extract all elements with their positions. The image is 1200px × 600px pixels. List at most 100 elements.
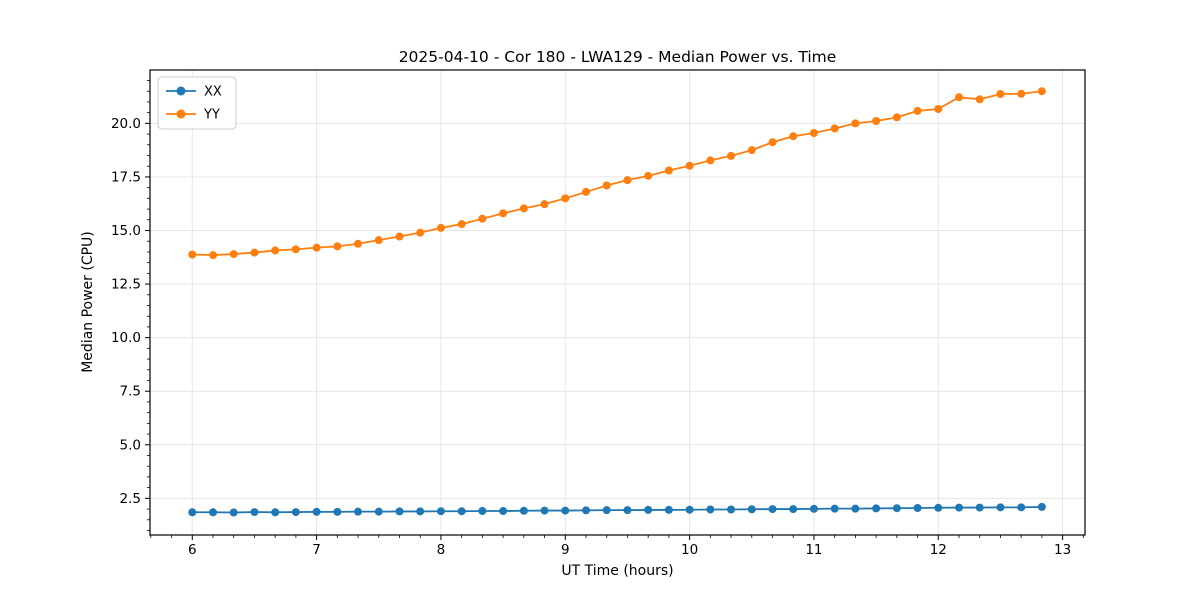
series-marker-yy bbox=[872, 117, 881, 125]
series-marker-xx bbox=[975, 503, 984, 512]
series-marker-yy bbox=[312, 243, 321, 252]
series-marker-xx bbox=[582, 506, 591, 515]
series-marker-yy bbox=[209, 251, 218, 260]
series-marker-xx bbox=[229, 508, 238, 517]
series-marker-xx bbox=[457, 507, 466, 516]
chart-title: 2025-04-10 - Cor 180 - LWA129 - Median P… bbox=[398, 48, 837, 66]
legend-box bbox=[157, 76, 237, 130]
series-marker-xx bbox=[747, 505, 756, 514]
y-tick-label: 20.0 bbox=[111, 116, 141, 132]
x-tick-label: 10 bbox=[681, 542, 698, 558]
series-marker-xx bbox=[1017, 503, 1026, 512]
series-marker-xx bbox=[602, 506, 611, 515]
x-tick-label: 11 bbox=[805, 542, 822, 558]
series-marker-yy bbox=[478, 214, 487, 223]
series-marker-yy bbox=[416, 228, 425, 237]
series-marker-yy bbox=[706, 156, 715, 165]
series-marker-xx bbox=[768, 505, 777, 514]
x-tick-label: 13 bbox=[1054, 542, 1071, 558]
series-marker-xx bbox=[706, 505, 715, 514]
series-marker-xx bbox=[913, 504, 922, 512]
series-marker-yy bbox=[436, 223, 445, 232]
series-marker-xx bbox=[478, 507, 487, 515]
series-marker-yy bbox=[354, 239, 363, 248]
series-marker-xx bbox=[851, 504, 860, 513]
y-axis-label: Median Power (CPU) bbox=[80, 231, 96, 373]
series-marker-xx bbox=[789, 505, 798, 514]
y-tick-label: 5.0 bbox=[120, 437, 141, 453]
y-tick-label: 7.5 bbox=[120, 384, 141, 400]
legend-label: YY bbox=[203, 108, 220, 123]
series-marker-xx bbox=[333, 507, 342, 516]
series-marker-xx bbox=[209, 508, 218, 517]
series-marker-yy bbox=[664, 166, 673, 175]
series-marker-xx bbox=[830, 504, 839, 513]
series-marker-yy bbox=[1017, 89, 1026, 98]
x-tick-label: 7 bbox=[312, 542, 321, 558]
series-marker-yy bbox=[582, 187, 591, 196]
series-marker-xx bbox=[664, 505, 673, 514]
series-marker-xx bbox=[271, 508, 280, 517]
plot-frame bbox=[149, 69, 1086, 536]
series-marker-yy bbox=[561, 194, 570, 203]
series-marker-xx bbox=[291, 508, 300, 517]
series-marker-yy bbox=[685, 161, 694, 170]
series-marker-yy bbox=[830, 124, 839, 133]
series-marker-yy bbox=[519, 204, 528, 213]
series-marker-yy bbox=[996, 90, 1005, 98]
series-marker-xx bbox=[809, 504, 818, 513]
legend-sample-marker bbox=[176, 109, 186, 119]
series-marker-xx bbox=[519, 506, 528, 515]
series-marker-xx bbox=[561, 506, 570, 515]
series-marker-xx bbox=[540, 506, 549, 515]
series-marker-yy bbox=[250, 248, 259, 257]
series-marker-yy bbox=[457, 220, 466, 229]
series-marker-yy bbox=[955, 93, 964, 102]
series-marker-yy bbox=[747, 146, 756, 155]
series-marker-xx bbox=[1037, 502, 1046, 511]
series-marker-xx bbox=[499, 507, 508, 515]
y-tick-label: 2.5 bbox=[120, 491, 141, 507]
series-marker-yy bbox=[892, 113, 901, 122]
series-marker-yy bbox=[727, 151, 736, 160]
series-marker-xx bbox=[892, 504, 901, 513]
series-marker-xx bbox=[250, 508, 259, 517]
series-marker-xx bbox=[955, 503, 964, 512]
y-tick-label: 17.5 bbox=[111, 169, 141, 185]
series-marker-yy bbox=[1037, 87, 1046, 96]
series-marker-yy bbox=[809, 129, 818, 137]
series-marker-xx bbox=[727, 505, 736, 514]
series-marker-xx bbox=[374, 507, 383, 516]
series-marker-yy bbox=[934, 105, 943, 113]
series-marker-yy bbox=[271, 246, 280, 255]
series-marker-yy bbox=[333, 242, 342, 251]
series-marker-xx bbox=[416, 507, 425, 516]
legend-label: XX bbox=[204, 85, 222, 100]
series-marker-xx bbox=[312, 507, 321, 516]
x-tick-label: 12 bbox=[930, 542, 947, 558]
series-marker-xx bbox=[685, 505, 694, 514]
series-marker-yy bbox=[499, 209, 508, 218]
series-marker-xx bbox=[354, 507, 363, 516]
series-marker-xx bbox=[644, 505, 653, 514]
series-marker-yy bbox=[540, 200, 549, 209]
series-marker-xx bbox=[623, 506, 632, 515]
x-tick-label: 8 bbox=[437, 542, 446, 558]
series-marker-xx bbox=[934, 503, 943, 512]
series-marker-yy bbox=[395, 232, 404, 241]
series-marker-xx bbox=[395, 507, 404, 516]
y-tick-label: 10.0 bbox=[111, 330, 141, 346]
x-tick-label: 9 bbox=[561, 542, 570, 558]
series-marker-yy bbox=[644, 171, 653, 180]
series-marker-yy bbox=[602, 181, 611, 190]
y-tick-label: 15.0 bbox=[111, 223, 141, 239]
series-marker-yy bbox=[851, 119, 860, 128]
series-marker-yy bbox=[374, 236, 383, 245]
series-marker-xx bbox=[872, 504, 881, 513]
series-marker-yy bbox=[768, 138, 777, 147]
y-tick-label: 12.5 bbox=[111, 277, 141, 293]
x-tick-label: 6 bbox=[188, 542, 197, 558]
series-marker-yy bbox=[789, 132, 798, 141]
